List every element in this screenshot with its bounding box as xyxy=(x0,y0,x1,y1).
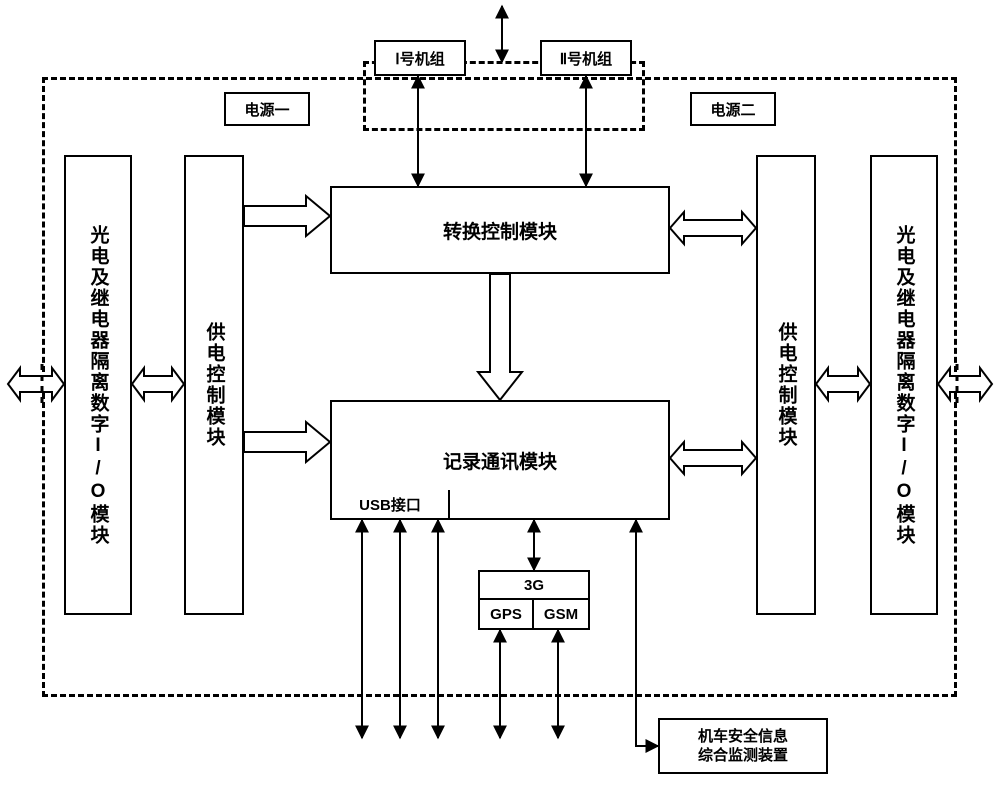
supply-control-right: 供电控制模块 xyxy=(756,155,816,615)
gps-box: GPS xyxy=(478,600,534,630)
supply-control-right-label: 供电控制模块 xyxy=(773,322,800,448)
usb-port-box: USB接口 xyxy=(330,490,450,520)
gps-label: GPS xyxy=(490,606,522,623)
monitor-line2: 综合监测装置 xyxy=(698,746,788,766)
gsm-label: GSM xyxy=(544,606,578,623)
unit-1-box: Ⅰ号机组 xyxy=(374,40,466,76)
io-module-left-label: 光电及继电器隔离数字I/O模块 xyxy=(85,225,112,546)
unit-1-label: Ⅰ号机组 xyxy=(395,48,444,69)
unit-2-label: Ⅱ号机组 xyxy=(560,48,612,69)
io-module-right: 光电及继电器隔离数字I/O模块 xyxy=(870,155,938,615)
power-1-label: 电源一 xyxy=(244,99,289,120)
power-2-label: 电源二 xyxy=(710,99,755,120)
unit-2-box: Ⅱ号机组 xyxy=(540,40,632,76)
usb-port-label: USB接口 xyxy=(359,494,421,515)
power-1-box: 电源一 xyxy=(224,92,310,126)
conversion-control-module: 转换控制模块 xyxy=(330,186,670,274)
supply-control-left-label: 供电控制模块 xyxy=(201,322,228,448)
recording-comm-label: 记录通讯模块 xyxy=(443,447,557,474)
supply-control-left: 供电控制模块 xyxy=(184,155,244,615)
threeg-box: 3G xyxy=(478,570,590,600)
threeg-label: 3G xyxy=(524,577,544,594)
io-module-right-label: 光电及继电器隔离数字I/O模块 xyxy=(891,225,918,546)
monitor-line1: 机车安全信息 xyxy=(698,727,788,747)
monitor-device-box: 机车安全信息 综合监测装置 xyxy=(658,718,828,774)
gsm-box: GSM xyxy=(534,600,590,630)
power-2-box: 电源二 xyxy=(690,92,776,126)
io-module-left: 光电及继电器隔离数字I/O模块 xyxy=(64,155,132,615)
conversion-control-label: 转换控制模块 xyxy=(443,217,557,244)
